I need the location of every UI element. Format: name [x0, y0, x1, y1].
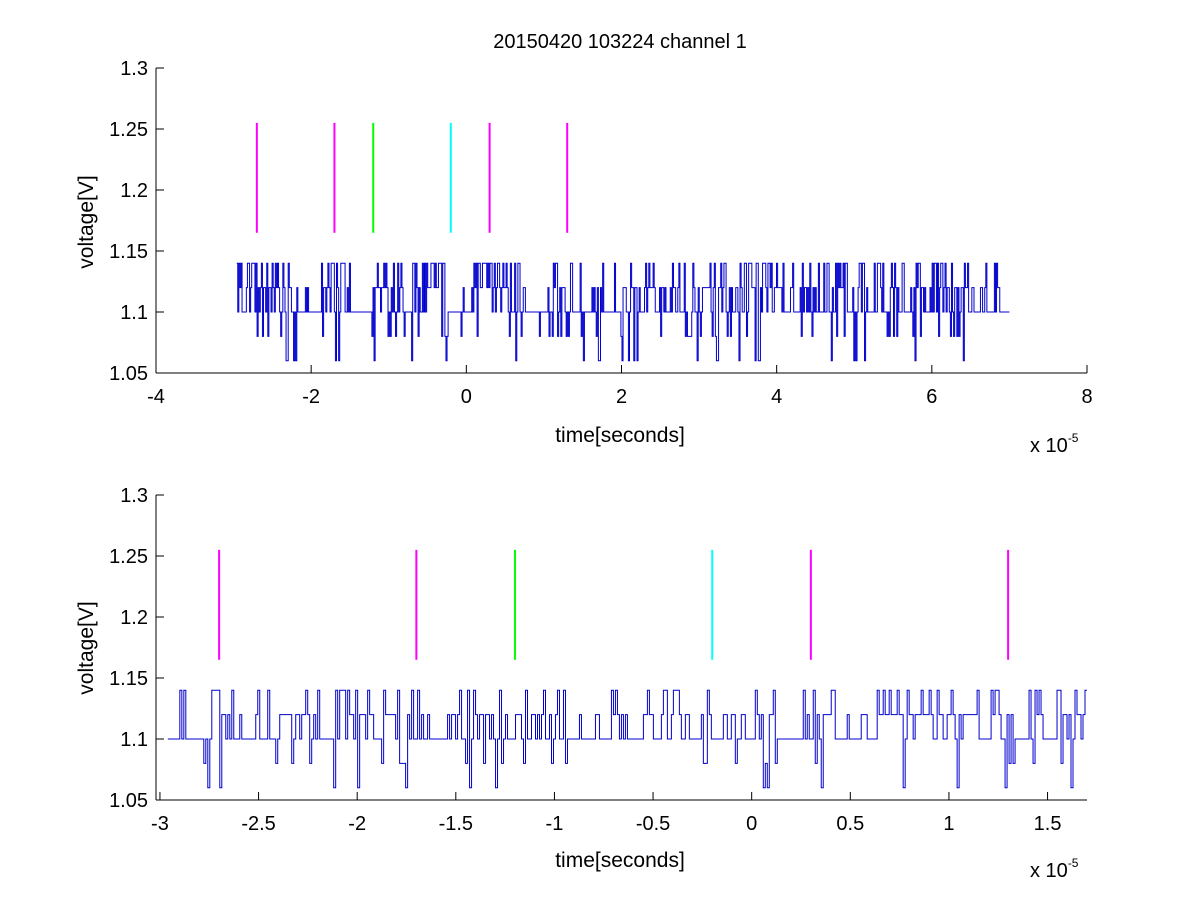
top-plot-signal-group — [236, 262, 1010, 362]
top-plot-x-exponent-base: x 10 — [1030, 435, 1068, 457]
top-plot-y-tick-label: 1.25 — [109, 119, 148, 141]
bottom-plot-y-tick-label: 1.3 — [120, 485, 148, 507]
bottom-plot-x-exponent: x 10-5 — [1030, 856, 1079, 882]
top-plot-y-axis-label: voltage[V] — [75, 175, 98, 268]
bottom-plot-x-tick-label: -2 — [348, 813, 366, 835]
top-plot-x-tick-label: 6 — [926, 386, 937, 408]
bottom-plot-marker-group — [218, 549, 1010, 660]
bottom-plot-x-axis-label: time[seconds] — [555, 849, 685, 872]
bottom-plot-x-tick-label: -1.5 — [439, 813, 473, 835]
bottom-plot-y-axis-label: voltage[V] — [75, 601, 98, 694]
bottom-plot-y-tick-label: 1.1 — [120, 729, 148, 751]
bottom-plot-x-tick-label: 0.5 — [836, 813, 864, 835]
bottom-plot-frame — [155, 495, 1087, 801]
top-plot-x-tick-label: -2 — [302, 386, 320, 408]
top-plot-signal-line — [236, 262, 1010, 362]
bottom-plot-x-tick-label: -0.5 — [636, 813, 670, 835]
top-plot-y-tick-label: 1.15 — [109, 241, 148, 263]
chart-title: 20150420 103224 channel 1 — [493, 31, 747, 53]
bottom-plot-y-tick-label: 1.05 — [109, 790, 148, 812]
bottom-plot-signal-group — [167, 689, 1087, 789]
bottom-plot-x-ticks: -3 -2.5 -2 -1.5 -1 -0.5 0 0.5 1 1.5 — [151, 792, 1061, 835]
bottom-plot-x-tick-label: -2.5 — [241, 813, 275, 835]
bottom-plot-y-ticks: 1.05 1.1 1.15 1.2 1.25 1.3 — [109, 485, 164, 812]
top-plot-x-tick-label: 0 — [461, 386, 472, 408]
bottom-plot-y-tick-label: 1.25 — [109, 546, 148, 568]
top-plot-y-ticks: 1.05 1.1 1.15 1.2 1.25 1.3 — [109, 58, 164, 385]
bottom-plot-y-tick-label: 1.15 — [109, 668, 148, 690]
top-plot-x-tick-label: 2 — [616, 386, 627, 408]
top-plot-x-tick-label: 8 — [1081, 386, 1092, 408]
bottom-plot-x-exponent-power: -5 — [1068, 856, 1079, 870]
top-plot: -4 -2 0 2 4 6 8 1.05 1.1 1.15 1.2 1.25 1.3 time[sec… — [75, 58, 1093, 457]
top-plot-y-tick-label: 1.3 — [120, 58, 148, 80]
bottom-plot-x-tick-label: 1 — [943, 813, 954, 835]
bottom-plot-x-tick-label: -1 — [546, 813, 564, 835]
bottom-plot-x-tick-label: -3 — [151, 813, 169, 835]
bottom-plot-y-tick-label: 1.2 — [120, 607, 148, 629]
top-plot-x-exponent-power: -5 — [1068, 431, 1079, 445]
top-plot-x-tick-label: 4 — [771, 386, 782, 408]
top-plot-x-tick-label: -4 — [147, 386, 165, 408]
bottom-plot-x-tick-label: 0 — [746, 813, 757, 835]
bottom-plot: -3 -2.5 -2 -1.5 -1 -0.5 0 0.5 1 1.5 1.051.11.151.… — [75, 485, 1087, 882]
top-plot-x-axis-label: time[seconds] — [555, 424, 685, 447]
bottom-plot-x-tick-label: 1.5 — [1034, 813, 1062, 835]
top-plot-x-ticks: -4 -2 0 2 4 6 8 — [147, 365, 1093, 408]
top-plot-marker-group — [255, 122, 569, 233]
top-plot-x-exponent: x 10-5 — [1030, 431, 1079, 457]
top-plot-y-tick-label: 1.2 — [120, 180, 148, 202]
bottom-plot-x-exponent-base: x 10 — [1030, 860, 1068, 882]
bottom-plot-signal-line — [167, 689, 1087, 789]
top-plot-y-tick-label: 1.1 — [120, 302, 148, 324]
top-plot-y-tick-label: 1.05 — [109, 363, 148, 385]
